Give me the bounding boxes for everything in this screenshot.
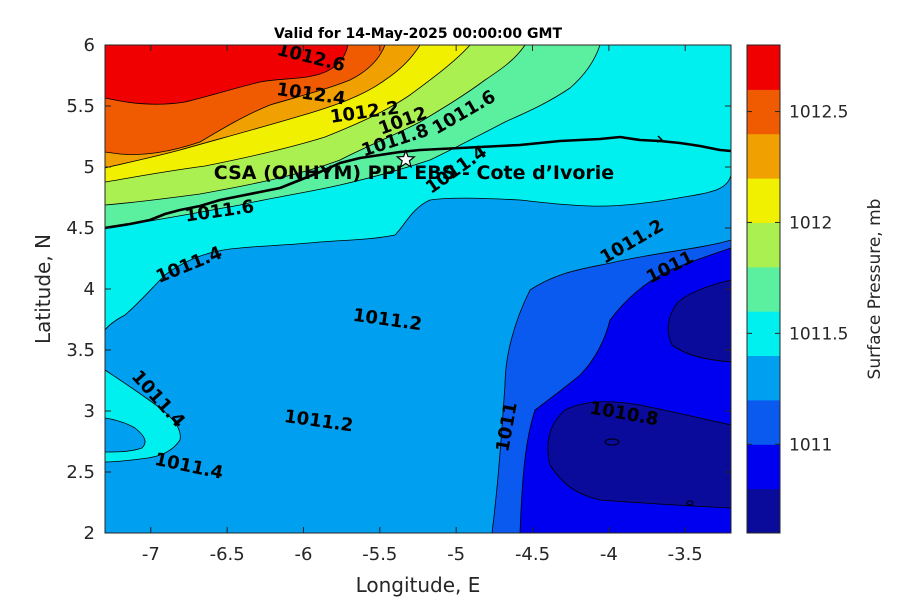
chart-title: Valid for 14-May-2025 00:00:00 GMT <box>274 26 562 42</box>
x-tick-label: -4 <box>600 544 618 565</box>
site-star-marker <box>395 148 416 169</box>
y-tick-label: 6 <box>84 35 95 56</box>
x-tick-label: -6 <box>295 544 313 565</box>
colorbar-swatch <box>747 89 780 135</box>
y-tick-label: 3.5 <box>66 340 95 361</box>
colorbar-swatch <box>747 178 780 223</box>
colorbar-swatch <box>747 355 780 401</box>
small-contour <box>604 438 620 446</box>
y-tick-label: 4.5 <box>66 218 95 239</box>
coastline <box>105 135 731 230</box>
x-tick-label: -5 <box>447 544 465 565</box>
x-tick-label: -3.5 <box>668 544 703 565</box>
colorbar-swatch <box>747 222 780 268</box>
y-tick-label: 4 <box>84 279 95 300</box>
colorbar-swatch <box>747 399 780 445</box>
level-1010.6-fill <box>667 279 731 363</box>
y-axis: 2 2.5 3 3.5 4 4.5 5 5.5 6 <box>66 35 731 544</box>
x-tick-label: -4.5 <box>515 544 550 565</box>
y-tick-label: 3 <box>84 401 95 422</box>
colorbar-swatch <box>747 133 780 179</box>
y-tick-label: 2 <box>84 523 95 544</box>
contour-plot: 1012.61012.41012.210121011.81011.61011.4… <box>105 45 731 533</box>
level-1012.6-fill <box>105 45 349 105</box>
colorbar-tick-label: 1011.5 <box>789 324 848 344</box>
colorbar-tick-label: 1012 <box>789 213 832 233</box>
x-tick-label: -7 <box>142 544 160 565</box>
coastline-islet <box>656 135 664 143</box>
level-1010.6-fill <box>547 401 731 509</box>
x-axis: -7 -6.5 -6 -5.5 -5 -4.5 -4 -3.5 <box>142 45 703 565</box>
colorbar-frame <box>746 44 781 534</box>
colorbar-tick-label: 1011 <box>789 435 832 455</box>
small-contour <box>686 500 694 506</box>
x-tick-label: -5.5 <box>362 544 397 565</box>
y-tick-label: 2.5 <box>66 462 95 483</box>
colorbar-tick-label: 1012.5 <box>789 103 848 123</box>
y-axis-label: Latitude, N <box>31 234 55 344</box>
level-1011.2-fill <box>105 417 146 453</box>
y-tick-label: 5 <box>84 157 95 178</box>
colorbar-swatch <box>747 444 780 490</box>
colorbar-swatch <box>747 488 780 534</box>
colorbar: 1011 1011.5 1012 1012.5 <box>746 44 848 534</box>
colorbar-label: Surface Pressure, mb <box>865 199 885 380</box>
colorbar-swatch <box>747 311 780 357</box>
x-axis-label: Longitude, E <box>356 573 481 597</box>
colorbar-swatch <box>747 266 780 312</box>
site-label: CSA (ONHYM) PPL EBS - Cote d’Ivorie <box>214 162 614 184</box>
site-marker-group: CSA (ONHYM) PPL EBS - Cote d’Ivorie <box>214 148 614 184</box>
x-tick-label: -6.5 <box>210 544 245 565</box>
y-tick-label: 5.5 <box>66 96 95 117</box>
colorbar-swatch <box>747 45 780 90</box>
